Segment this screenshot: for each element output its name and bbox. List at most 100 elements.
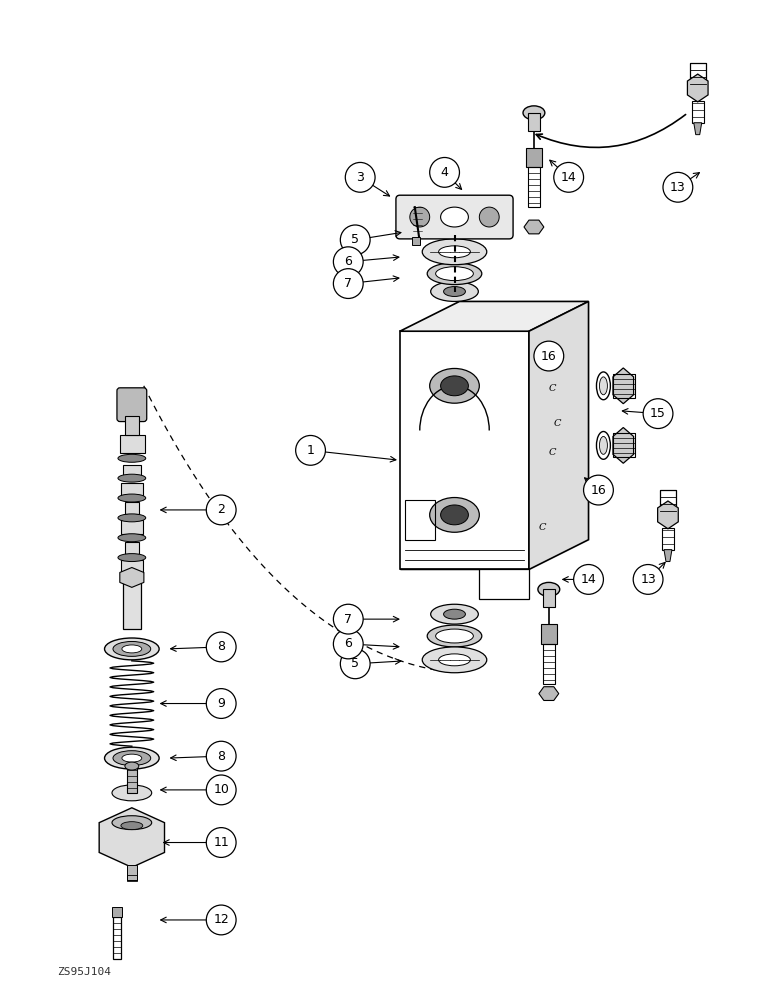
Ellipse shape: [118, 514, 146, 522]
Text: 8: 8: [217, 640, 225, 653]
Ellipse shape: [438, 246, 470, 258]
Ellipse shape: [435, 267, 473, 281]
Circle shape: [206, 775, 236, 805]
Circle shape: [554, 162, 584, 192]
Ellipse shape: [441, 505, 469, 525]
Bar: [123, 465, 141, 479]
Polygon shape: [120, 568, 144, 587]
Ellipse shape: [118, 494, 146, 502]
Circle shape: [534, 341, 564, 371]
Text: 13: 13: [670, 181, 686, 194]
Ellipse shape: [422, 647, 487, 673]
Circle shape: [584, 475, 613, 505]
Text: 16: 16: [541, 350, 557, 363]
Text: C: C: [549, 448, 557, 457]
Bar: [127, 768, 137, 793]
Text: 2: 2: [217, 503, 225, 516]
Text: 5: 5: [351, 233, 359, 246]
Circle shape: [334, 269, 363, 298]
Bar: [543, 644, 555, 684]
Ellipse shape: [523, 106, 545, 120]
Polygon shape: [613, 368, 634, 404]
Text: 7: 7: [344, 613, 352, 626]
Circle shape: [206, 905, 236, 935]
Text: 14: 14: [581, 573, 597, 586]
Ellipse shape: [444, 287, 466, 296]
Text: 10: 10: [213, 783, 229, 796]
Circle shape: [663, 172, 692, 202]
Text: 8: 8: [217, 750, 225, 763]
Circle shape: [479, 207, 499, 227]
Bar: [127, 875, 137, 881]
Polygon shape: [658, 501, 679, 529]
Ellipse shape: [113, 751, 151, 766]
Ellipse shape: [125, 762, 139, 770]
Ellipse shape: [597, 372, 611, 400]
Polygon shape: [539, 687, 559, 700]
Ellipse shape: [113, 641, 151, 656]
Circle shape: [410, 207, 430, 227]
Text: ZS95J104: ZS95J104: [57, 967, 111, 977]
Text: 15: 15: [650, 407, 666, 420]
Ellipse shape: [104, 747, 159, 769]
Circle shape: [206, 495, 236, 525]
Ellipse shape: [122, 754, 142, 762]
Ellipse shape: [599, 436, 608, 454]
Ellipse shape: [431, 604, 479, 624]
Circle shape: [340, 649, 370, 679]
Ellipse shape: [435, 629, 473, 643]
Text: 6: 6: [344, 637, 352, 650]
Ellipse shape: [118, 534, 146, 542]
Bar: [690, 63, 706, 88]
Ellipse shape: [118, 454, 146, 462]
Circle shape: [345, 162, 375, 192]
Circle shape: [206, 632, 236, 662]
Polygon shape: [613, 428, 634, 463]
Circle shape: [206, 741, 236, 771]
Ellipse shape: [112, 816, 152, 830]
Ellipse shape: [118, 554, 146, 562]
Polygon shape: [694, 123, 702, 135]
Bar: [411, 237, 420, 245]
Circle shape: [206, 689, 236, 718]
Ellipse shape: [444, 609, 466, 619]
Ellipse shape: [427, 263, 482, 285]
Ellipse shape: [427, 625, 482, 647]
Bar: [125, 416, 139, 435]
Text: 5: 5: [351, 657, 359, 670]
Ellipse shape: [441, 376, 469, 396]
Bar: [543, 589, 555, 607]
Circle shape: [296, 435, 326, 465]
Circle shape: [334, 629, 363, 659]
Text: 3: 3: [356, 171, 364, 184]
Bar: [541, 624, 557, 644]
Bar: [660, 490, 676, 515]
Ellipse shape: [121, 822, 143, 830]
Ellipse shape: [431, 282, 479, 301]
Text: 1: 1: [306, 444, 314, 457]
Bar: [662, 528, 674, 550]
Polygon shape: [400, 301, 588, 331]
Text: C: C: [554, 419, 561, 428]
Bar: [405, 500, 435, 540]
Text: 7: 7: [344, 277, 352, 290]
Text: 4: 4: [441, 166, 449, 179]
Circle shape: [633, 565, 663, 594]
Ellipse shape: [122, 645, 142, 653]
Ellipse shape: [597, 431, 611, 459]
Bar: [526, 148, 542, 167]
Text: C: C: [549, 384, 557, 393]
Bar: [121, 483, 143, 497]
Polygon shape: [687, 74, 708, 102]
Text: 6: 6: [344, 255, 352, 268]
Text: C: C: [539, 523, 547, 532]
Bar: [613, 374, 635, 398]
Ellipse shape: [599, 377, 608, 395]
Text: 11: 11: [213, 836, 229, 849]
Bar: [123, 579, 141, 629]
Bar: [127, 865, 137, 880]
Circle shape: [340, 225, 370, 255]
Bar: [121, 560, 143, 573]
Bar: [692, 101, 704, 123]
Bar: [125, 502, 139, 514]
